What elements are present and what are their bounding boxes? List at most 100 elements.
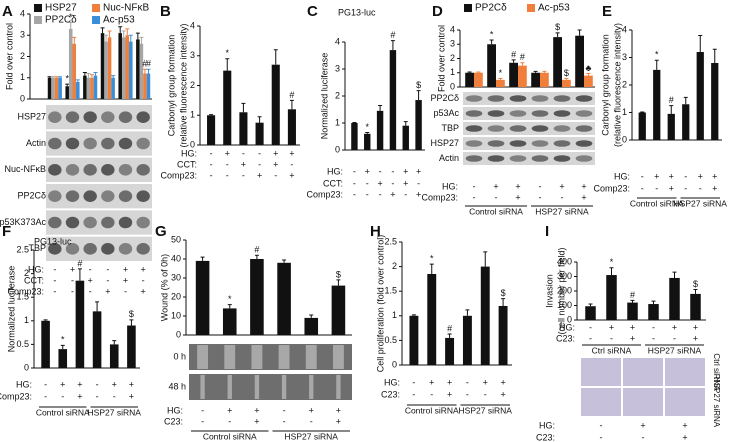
condition-mark: +	[257, 170, 262, 180]
y-axis-label: Fold over control	[4, 23, 14, 90]
panel-letter: E	[602, 3, 612, 20]
condition-mark: -	[201, 405, 204, 415]
condition-mark: -	[283, 416, 286, 426]
error-bar	[698, 35, 703, 52]
condition-label: Comp23:	[421, 192, 458, 202]
blot-band	[531, 110, 549, 117]
blot-band	[83, 164, 97, 176]
condition-label: HG:	[559, 322, 575, 332]
blot-band	[83, 190, 97, 202]
error-bar	[498, 77, 503, 80]
condition-mark: -	[106, 275, 109, 285]
y-tick-label: 2	[24, 268, 29, 278]
significance-mark: #	[142, 59, 147, 69]
bar	[277, 262, 291, 335]
bar	[575, 35, 584, 87]
condition-mark: +	[654, 171, 659, 181]
condition-mark: +	[403, 178, 408, 188]
y-tick-label: 1	[335, 117, 340, 127]
condition-mark: -	[124, 286, 127, 296]
blot-band	[136, 216, 150, 229]
legend-label: HSP27	[45, 3, 77, 14]
bar	[487, 44, 496, 87]
significance-mark: *	[61, 335, 65, 345]
group-label: HSP27 siRNA	[674, 198, 728, 208]
condition-label: Comp23:	[593, 183, 630, 193]
condition-mark: +	[70, 264, 75, 274]
y-tick-label: 1	[190, 110, 195, 120]
bar	[376, 110, 384, 150]
bar	[682, 104, 690, 140]
error-bar	[465, 309, 470, 316]
condition-mark: -	[430, 389, 433, 399]
bar	[638, 112, 646, 140]
blot-band	[531, 155, 549, 162]
condition-mark: -	[96, 391, 99, 401]
blot-label: HSP27	[17, 112, 46, 122]
bar	[465, 72, 474, 87]
blot-band	[531, 140, 549, 147]
wound-gap	[278, 345, 290, 369]
y-tick-label: 30	[171, 272, 181, 282]
error-bar	[630, 299, 635, 303]
bar	[669, 277, 680, 320]
condition-mark: +	[712, 183, 717, 193]
bar	[58, 349, 68, 368]
bar	[76, 82, 80, 99]
condition-mark: +	[123, 275, 128, 285]
condition-mark: +	[669, 171, 674, 181]
condition-label: HG:	[442, 181, 458, 191]
bar	[402, 125, 409, 150]
condition-mark: +	[88, 275, 93, 285]
bar	[562, 79, 571, 87]
error-bar	[282, 259, 287, 263]
error-bar	[254, 254, 259, 259]
y-axis-label: Fold over control	[436, 25, 446, 92]
y-tick-label: 1	[450, 67, 455, 77]
blot-strip	[463, 137, 595, 150]
condition-mark: +	[559, 181, 564, 191]
wound-gap	[197, 345, 209, 369]
panel-letter: D	[432, 3, 443, 20]
condition-label: C23:	[164, 416, 183, 426]
bar	[58, 77, 62, 99]
condition-mark: -	[600, 432, 603, 442]
error-bar	[365, 131, 370, 134]
group-label: HSP27 siRNA	[459, 405, 513, 415]
y-tick-label: 1	[20, 72, 25, 82]
group-label: Ctrl siRNA	[592, 345, 632, 355]
condition-mark: -	[290, 159, 293, 169]
bar	[104, 41, 108, 99]
condition-mark: -	[366, 189, 369, 199]
condition-mark: -	[652, 333, 655, 343]
condition-mark: -	[673, 333, 676, 343]
wound-image	[189, 344, 352, 370]
condition-mark: +	[640, 420, 645, 430]
panel: C PG13-luc 0 1 2 3 4 Normalized luciferase * # $ HG…	[306, 3, 425, 199]
error-bar	[640, 111, 645, 113]
legend-label: Nuc-NFκB	[103, 3, 149, 14]
error-bar	[378, 104, 383, 111]
bar	[331, 285, 346, 335]
panel-letter: G	[155, 223, 167, 240]
condition-label: C23:	[536, 432, 555, 442]
group-label: HSP27 siRNA	[535, 206, 589, 216]
condition-mark: -	[228, 416, 231, 426]
y-tick-label: 0	[190, 139, 195, 149]
condition-mark: -	[89, 286, 92, 296]
y-tick-label: 2	[622, 79, 627, 89]
condition-mark: +	[112, 379, 117, 389]
blot-strip	[463, 122, 595, 135]
blot-band	[575, 110, 593, 117]
bar	[627, 302, 638, 320]
panel: F PG13-luc 0 0.5 1 1.5 2 2.5 Normalized lucifera…	[0, 223, 141, 417]
blot-band	[136, 243, 150, 255]
condition-mark: -	[466, 377, 469, 387]
blot-label: p53Ac	[433, 108, 459, 118]
error-bar	[672, 271, 677, 278]
blot-band	[487, 95, 505, 102]
blot-band	[553, 140, 571, 147]
error-bar	[712, 48, 717, 63]
group-label: Control siRNA	[630, 198, 684, 208]
bar	[109, 344, 119, 368]
